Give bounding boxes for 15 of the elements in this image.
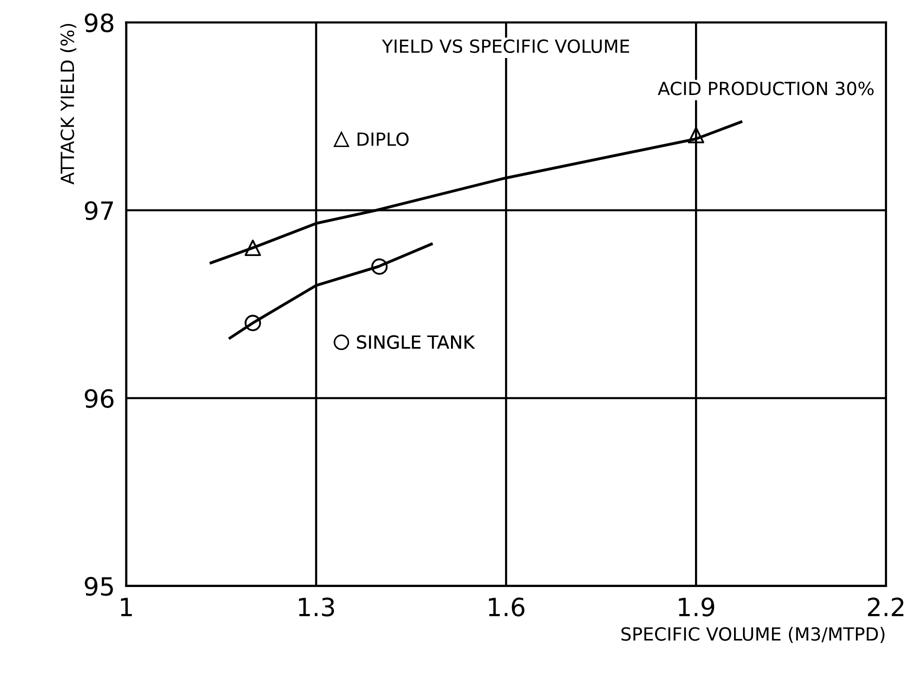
x-tick-label: 1.3 bbox=[299, 598, 334, 616]
legend-label: DIPLO bbox=[358, 132, 409, 146]
x-tick-label: 2.2 bbox=[868, 598, 904, 616]
y-tick-label: 97 bbox=[84, 201, 113, 220]
y-tick-label: 98 bbox=[84, 13, 114, 32]
x-tick-label: 1 bbox=[120, 598, 132, 616]
x-axis-title: SPECIFIC VOLUME (M3/MTPD) bbox=[621, 626, 884, 643]
text: ACID PRODUCTION 30% bbox=[658, 82, 874, 96]
y-tick-label: 95 bbox=[84, 576, 113, 596]
x-tick-label: 1.9 bbox=[678, 598, 714, 616]
y-axis-title: ATTACK YIELD (%) bbox=[60, 24, 76, 184]
text: YIELD VS SPECIFIC VOLUME bbox=[382, 39, 630, 54]
y-tick-label: 96 bbox=[84, 389, 114, 408]
legend-label: SINGLE TANK bbox=[357, 335, 476, 349]
x-tick-label: 1.6 bbox=[488, 598, 524, 616]
